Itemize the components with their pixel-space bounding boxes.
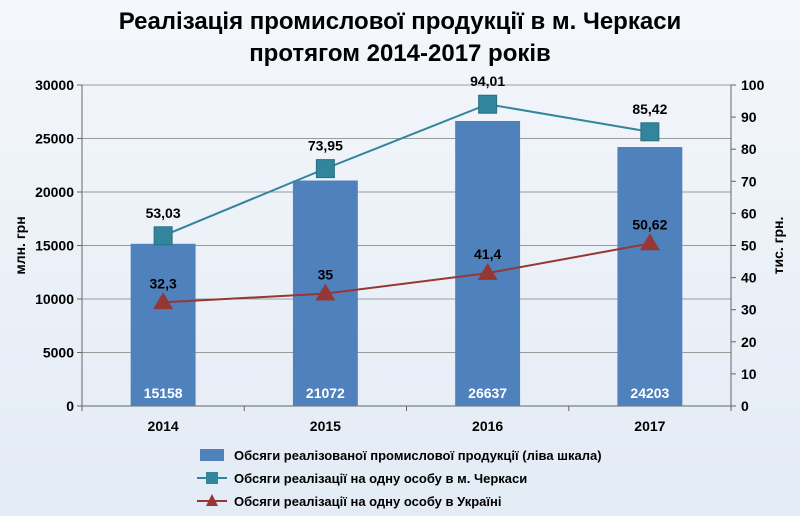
bar-data-label: 26637 [468,385,507,401]
left-tick-label: 10000 [35,291,74,307]
ukraine-per-capita-data-label: 50,62 [632,217,667,233]
ukraine-per-capita-data-label: 35 [318,267,334,283]
city-per-capita-data-label: 53,03 [146,205,181,221]
right-tick-label: 50 [741,238,757,254]
x-tick-label: 2016 [472,418,503,434]
right-tick-label: 60 [741,205,757,221]
city-per-capita-marker [315,159,335,179]
right-tick-label: 20 [741,334,757,350]
bar [130,243,196,406]
x-tick-label: 2014 [148,418,179,434]
ukraine-per-capita-data-label: 41,4 [474,246,501,262]
right-tick-label: 100 [741,77,765,93]
chart-title-line-1: Реалізація промислової продукції в м. Че… [118,8,682,35]
ukraine-per-capita-marker [153,292,174,310]
ukraine-per-capita-data-label: 32,3 [150,275,177,291]
legend-city-marker [206,472,218,484]
right-tick-label: 90 [741,109,757,125]
left-tick-label: 5000 [43,345,74,361]
right-tick-label: 0 [741,398,749,414]
right-tick-label: 10 [741,366,757,382]
left-tick-label: 20000 [35,184,74,200]
left-tick-label: 0 [66,398,74,414]
right-axis-title: тис. грн. [770,217,786,275]
city-per-capita-data-label: 85,42 [632,101,667,117]
x-tick-label: 2017 [634,418,665,434]
bar [617,147,683,406]
right-tick-label: 30 [741,302,757,318]
legend-label: Обсяги реалізації на одну особу в Україн… [234,494,502,509]
city-per-capita-marker [153,226,173,246]
ukraine-per-capita-marker [315,283,336,301]
legend-bar-swatch [200,449,224,461]
chart-title-line-2: протягом 2014-2017 років [249,40,551,67]
city-per-capita-marker [478,94,498,114]
left-axis-title: млн. грн [12,216,28,274]
ukraine-per-capita-marker [477,262,498,280]
left-tick-label: 15000 [35,238,74,254]
legend-ukraine-marker [206,494,218,506]
ukraine-per-capita-marker [639,233,660,251]
x-tick-label: 2015 [310,418,341,434]
city-per-capita-data-label: 73,95 [308,138,343,154]
city-per-capita-marker [640,122,660,142]
legend-label: Обсяги реалізації на одну особу в м. Чер… [234,471,527,486]
left-tick-label: 30000 [35,77,74,93]
city-per-capita-line [162,103,651,237]
bar-data-label: 21072 [306,385,345,401]
legend-label: Обсяги реалізованої промислової продукці… [234,448,602,463]
city-per-capita-data-label: 94,01 [470,73,505,89]
right-tick-label: 40 [741,270,757,286]
right-tick-label: 70 [741,173,757,189]
right-tick-label: 80 [741,141,757,157]
left-tick-label: 25000 [35,131,74,147]
ukraine-per-capita-line [163,242,651,304]
bar-data-label: 24203 [630,385,669,401]
bar-data-label: 15158 [144,385,183,401]
